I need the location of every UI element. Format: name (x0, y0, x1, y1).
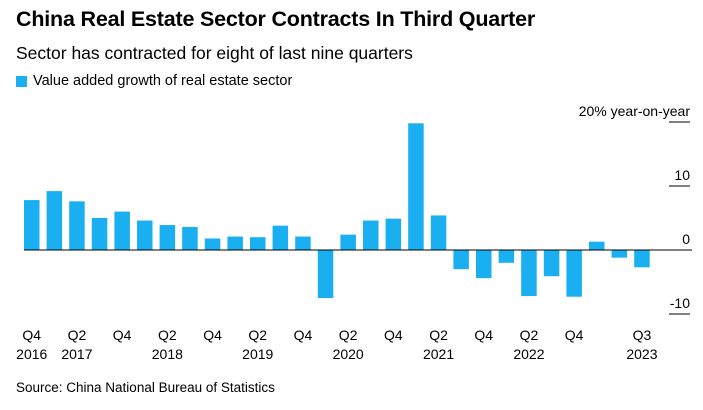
x-tick-year-label: 2023 (626, 346, 657, 362)
bar (634, 250, 650, 268)
x-tick-label: Q2 (248, 327, 267, 343)
x-tick-year-label: 2016 (16, 346, 47, 362)
bar (46, 191, 63, 250)
x-tick-year-label: 2022 (513, 346, 544, 362)
bar (114, 211, 130, 250)
chart-title: China Real Estate Sector Contracts In Th… (16, 7, 536, 31)
x-tick-year-label: 2019 (242, 346, 273, 362)
bar (363, 220, 379, 250)
x-tick-label: Q4 (113, 327, 132, 343)
x-tick-year-label: 2020 (333, 346, 364, 362)
y-tick-label: 10 (674, 167, 690, 183)
x-tick-label: Q2 (339, 327, 358, 343)
bar (476, 250, 492, 279)
bar (137, 220, 153, 250)
legend: Value added growth of real estate sector (16, 73, 292, 89)
x-tick-label: Q4 (565, 327, 584, 343)
bar (589, 241, 605, 250)
x-tick-label: Q2 (68, 327, 87, 343)
legend-label: Value added growth of real estate sector (33, 73, 293, 89)
x-tick-year-label: 2018 (152, 346, 183, 362)
chart-subtitle: Sector has contracted for eight of last … (16, 43, 413, 63)
legend-swatch (16, 75, 27, 87)
bar (498, 250, 515, 263)
bar (385, 218, 402, 250)
x-tick-label: Q4 (384, 327, 403, 343)
bar (227, 236, 243, 250)
x-tick-label: Q3 (633, 327, 652, 343)
x-tick-year-label: 2017 (61, 346, 92, 362)
bar (543, 250, 560, 277)
x-tick-label: Q4 (294, 327, 313, 343)
bar (204, 238, 221, 250)
x-tick-label: Q2 (158, 327, 177, 343)
x-tick-label: Q4 (22, 327, 41, 343)
bar (611, 250, 628, 258)
bar (521, 250, 537, 297)
x-tick-label: Q4 (203, 327, 222, 343)
bar (408, 123, 424, 250)
bar (91, 218, 108, 250)
x-tick-year-label: 2021 (423, 346, 454, 362)
bar (69, 201, 85, 250)
y-tick-label: 20% year-on-year (579, 103, 691, 119)
bar (295, 236, 311, 250)
y-tick-label: 0 (682, 231, 690, 247)
source-note: Source: China National Bureau of Statist… (16, 380, 275, 395)
bar (317, 250, 334, 298)
bar (430, 215, 447, 250)
y-tick-label: -10 (670, 295, 690, 311)
x-tick-label: Q2 (520, 327, 539, 343)
bar (159, 225, 176, 250)
bar (272, 225, 289, 250)
bar (340, 234, 356, 250)
x-tick-label: Q2 (429, 327, 448, 343)
bar (182, 226, 198, 250)
bar (566, 250, 582, 297)
x-tick-label: Q4 (474, 327, 493, 343)
bar (250, 237, 266, 250)
bar (24, 200, 40, 250)
bar (453, 250, 469, 270)
